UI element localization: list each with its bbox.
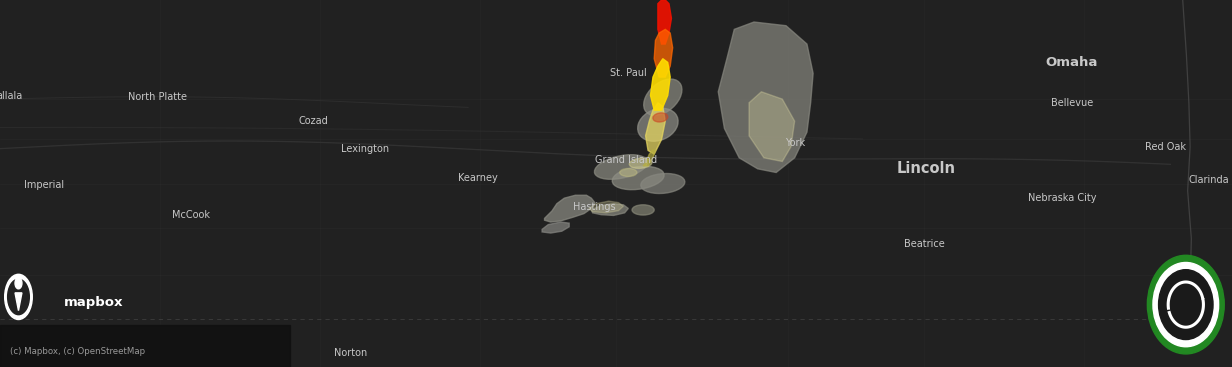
Polygon shape <box>654 29 673 77</box>
Polygon shape <box>658 0 671 44</box>
Polygon shape <box>545 195 595 222</box>
Text: Omaha: Omaha <box>1046 56 1098 69</box>
Circle shape <box>15 277 22 289</box>
Polygon shape <box>643 150 655 166</box>
Text: Bellevue: Bellevue <box>1051 98 1093 108</box>
Polygon shape <box>718 22 813 172</box>
Ellipse shape <box>630 158 652 168</box>
Ellipse shape <box>632 205 654 215</box>
Text: Imperial: Imperial <box>25 180 64 190</box>
Text: (c) Mapbox, (c) OpenStreetMap: (c) Mapbox, (c) OpenStreetMap <box>10 347 145 356</box>
Text: Norton: Norton <box>335 348 367 358</box>
Ellipse shape <box>643 79 683 116</box>
Polygon shape <box>591 204 628 215</box>
Ellipse shape <box>641 174 685 193</box>
Text: Hastings: Hastings <box>573 202 615 212</box>
Circle shape <box>1158 270 1214 339</box>
Ellipse shape <box>638 108 678 141</box>
Text: allala: allala <box>0 91 23 101</box>
Polygon shape <box>589 201 623 213</box>
Text: Clarinda: Clarinda <box>1189 175 1228 185</box>
Ellipse shape <box>620 168 637 177</box>
Ellipse shape <box>612 166 664 190</box>
Text: Cozad: Cozad <box>298 116 328 126</box>
Text: McCook: McCook <box>172 210 209 220</box>
Text: St. Paul: St. Paul <box>610 68 647 79</box>
Polygon shape <box>15 293 22 310</box>
Circle shape <box>1147 255 1225 354</box>
Text: Lincoln: Lincoln <box>897 161 956 176</box>
Polygon shape <box>650 59 670 110</box>
Circle shape <box>1153 262 1218 347</box>
Circle shape <box>7 279 30 315</box>
FancyBboxPatch shape <box>0 325 290 367</box>
Text: Beatrice: Beatrice <box>903 239 945 249</box>
Text: York: York <box>785 138 804 148</box>
Ellipse shape <box>595 155 647 179</box>
Circle shape <box>5 274 32 320</box>
Text: mapbox: mapbox <box>64 297 123 309</box>
Polygon shape <box>646 103 665 154</box>
Text: Grand Island: Grand Island <box>595 155 657 165</box>
Polygon shape <box>749 92 795 161</box>
Text: Kearney: Kearney <box>458 173 498 183</box>
Text: Lexington: Lexington <box>340 143 389 154</box>
Text: Red Oak: Red Oak <box>1145 142 1186 152</box>
Text: North Platte: North Platte <box>128 92 187 102</box>
Ellipse shape <box>653 113 668 122</box>
Polygon shape <box>542 222 569 233</box>
Text: Nebraska City: Nebraska City <box>1027 193 1096 203</box>
